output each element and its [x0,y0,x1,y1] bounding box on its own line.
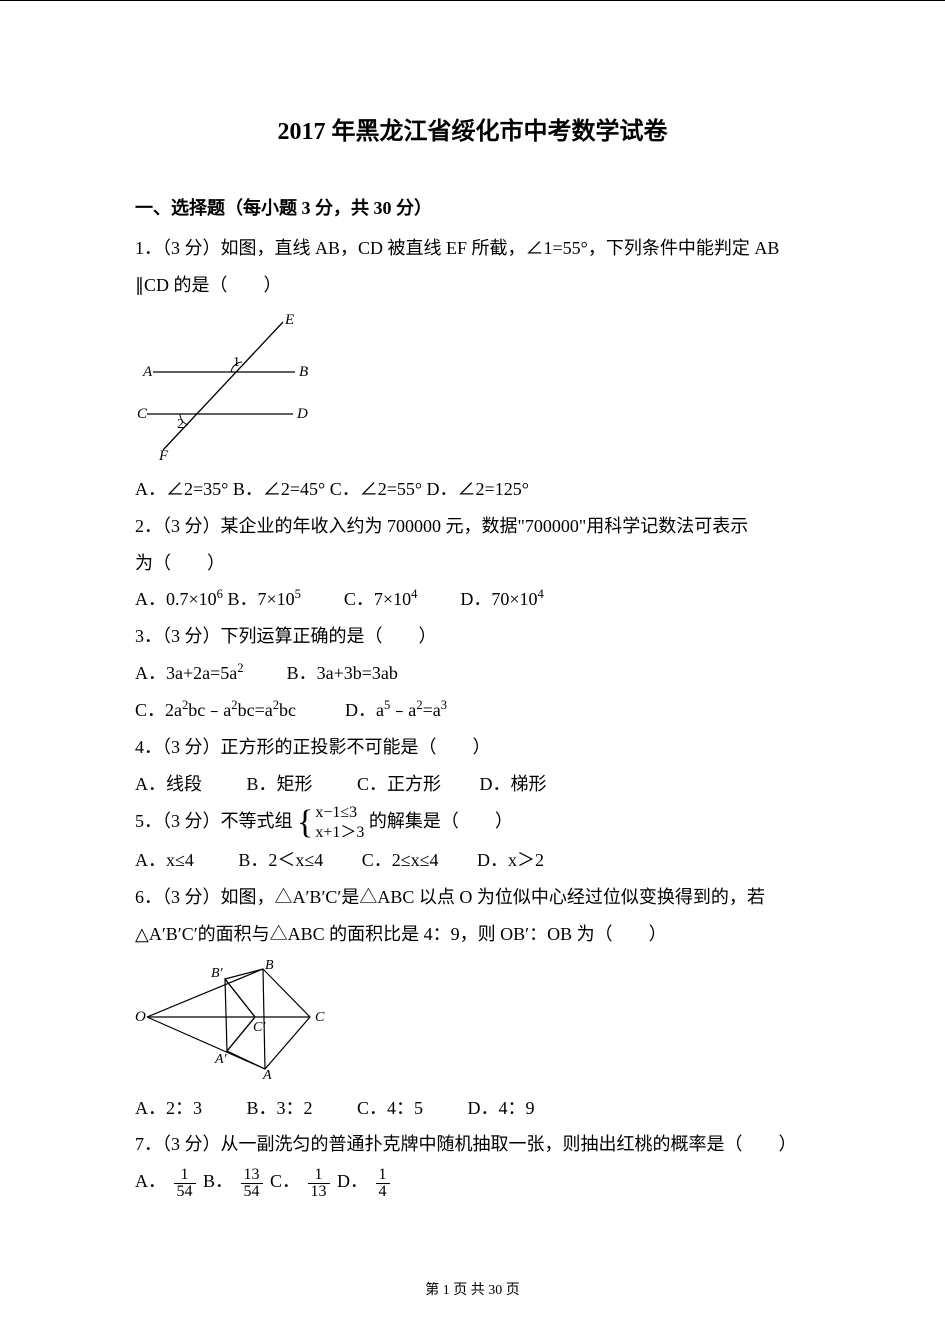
q2-stem-1: 2．（3 分）某企业的年收入约为 700000 元，数据"700000"用科学记… [135,508,810,545]
q5-D: D．x＞2 [477,850,544,870]
q7-C-den: 13 [308,1184,330,1200]
q7-B-label: B． [203,1171,233,1191]
q6-A: A．2：3 [135,1098,202,1118]
q3-D-1: D．a [345,700,384,720]
section-header: 一、选择题（每小题 3 分，共 30 分） [135,194,810,220]
q2-opt-C: C．7×10 [344,589,411,609]
q6-diagram: O B′ B C′ C A′ A [135,959,810,1084]
q7-C-label: C． [270,1171,300,1191]
q6-C: C．4：5 [357,1098,423,1118]
label-Bp: B′ [211,966,224,981]
q5-C: C．2≤x≤4 [362,850,439,870]
q1-diagram: A B C D E F 1 2 [135,310,810,465]
q4-B: B．矩形 [247,774,313,794]
q5-system: { x−1≤3 x+1＞3 [297,803,364,841]
q1-stem-2: ∥CD 的是（ ） [135,267,810,304]
q2-opt-A: A．0.7×10 [135,589,217,609]
q7-D-den: 4 [376,1184,390,1200]
q7-B-frac: 1354 [241,1167,263,1200]
q3-options-line2: C．2a2bc﹣a2bc=a2bc D．a5﹣a2=a3 [135,692,810,729]
q3-options-line1: A．3a+2a=5a2 B．3a+3b=3ab [135,655,810,692]
q7-C-frac: 113 [308,1167,330,1200]
q7-B-den: 54 [241,1184,263,1200]
q7-A-frac: 154 [174,1167,196,1200]
q7-stem: 7．（3 分）从一副洗匀的普通扑克牌中随机抽取一张，则抽出红桃的概率是（ ） [135,1126,810,1163]
page-footer: 第 1 页 共 30 页 [0,1279,945,1299]
label-angle2: 2 [177,417,184,432]
q3-A: A．3a+2a=5a [135,663,237,683]
q2-opt-D-sup: 4 [538,587,544,601]
q3-C-mid: bc﹣a [188,700,231,720]
q3-D-end: =a [423,700,441,720]
label-E: E [284,312,294,328]
q5-stem-post: 的解集是（ ） [369,811,513,831]
q5-A: A．x≤4 [135,850,194,870]
q5-options: A．x≤4 B．2＜x≤4 C．2≤x≤4 D．x＞2 [135,842,810,879]
q2-stem-2: 为（ ） [135,545,810,582]
label-F: F [158,448,169,460]
brace-icon: { [297,806,313,840]
q4-A: A．线段 [135,774,202,794]
q4-D: D．梯形 [480,774,547,794]
q7-D-num: 1 [376,1167,390,1184]
q1-options: A．∠2=35° B．∠2=45° C．∠2=55° D．∠2=125° [135,471,810,508]
q5-stem: 5．（3 分）不等式组 { x−1≤3 x+1＞3 的解集是（ ） [135,803,810,842]
label-Cbig: C [315,1010,325,1025]
q2-opt-A-sup: 6 [217,587,223,601]
q3-D-end-sup: 3 [441,698,447,712]
q5-row1: x−1≤3 [315,804,357,821]
q3-C-end2: bc [279,700,296,720]
q4-stem: 4．（3 分）正方形的正投影不可能是（ ） [135,729,810,766]
q2-opt-B-sup: 5 [295,587,301,601]
q6-stem-2: △A′B′C′的面积与△ABC 的面积比是 4：9，则 OB′：OB 为（ ） [135,916,810,953]
q4-C: C．正方形 [357,774,441,794]
label-A: A [142,364,153,380]
page-title: 2017 年黑龙江省绥化市中考数学试卷 [135,111,810,146]
q3-A-sup: 2 [237,661,243,675]
q7-D-label: D． [337,1171,368,1191]
q5-stem-pre: 5．（3 分）不等式组 [135,811,293,831]
q2-opt-C-sup: 4 [411,587,417,601]
q6-options: A．2：3 B．3：2 C．4：5 D．4：9 [135,1090,810,1127]
q3-stem: 3．（3 分）下列运算正确的是（ ） [135,618,810,655]
q1-stem-1: 1．（3 分）如图，直线 AB，CD 被直线 EF 所截，∠1=55°，下列条件… [135,230,810,267]
q4-options: A．线段 B．矩形 C．正方形 D．梯形 [135,766,810,803]
q3-C-end: bc=a [238,700,273,720]
q7-options: A． 154 B． 1354 C． 113 D． 14 [135,1163,810,1200]
q7-B-num: 13 [241,1167,263,1184]
q6-B: B．3：2 [247,1098,313,1118]
q3-B: B．3a+3b=3ab [287,663,398,683]
label-Ap: A′ [214,1052,228,1067]
q6-stem-1: 6．（3 分）如图，△A′B′C′是△ABC 以点 O 为位似中心经过位似变换得… [135,879,810,916]
label-Abig: A [262,1068,272,1079]
label-B: B [299,364,308,380]
label-B: B [265,959,274,973]
q5-B: B．2＜x≤4 [238,850,323,870]
q2-opt-B: B．7×10 [227,589,294,609]
q7-A-num: 1 [174,1167,196,1184]
q7-A-label: A． [135,1171,166,1191]
label-D: D [296,406,308,422]
q3-D-mid: ﹣a [390,700,416,720]
q7-A-den: 54 [174,1184,196,1200]
page: 2017 年黑龙江省绥化市中考数学试卷 一、选择题（每小题 3 分，共 30 分… [0,0,945,1337]
q2-opt-D: D．70×10 [460,589,537,609]
label-Cp: C′ [253,1020,266,1035]
q5-row2: x+1＞3 [315,824,364,841]
q7-D-frac: 14 [376,1167,390,1200]
q2-options: A．0.7×106 B．7×105 C．7×104 D．70×104 [135,581,810,618]
q3-C-1: C．2a [135,700,182,720]
q7-C-num: 1 [308,1167,330,1184]
label-C: C [137,406,148,422]
q6-D: D．4：9 [468,1098,535,1118]
label-O: O [135,1009,146,1025]
